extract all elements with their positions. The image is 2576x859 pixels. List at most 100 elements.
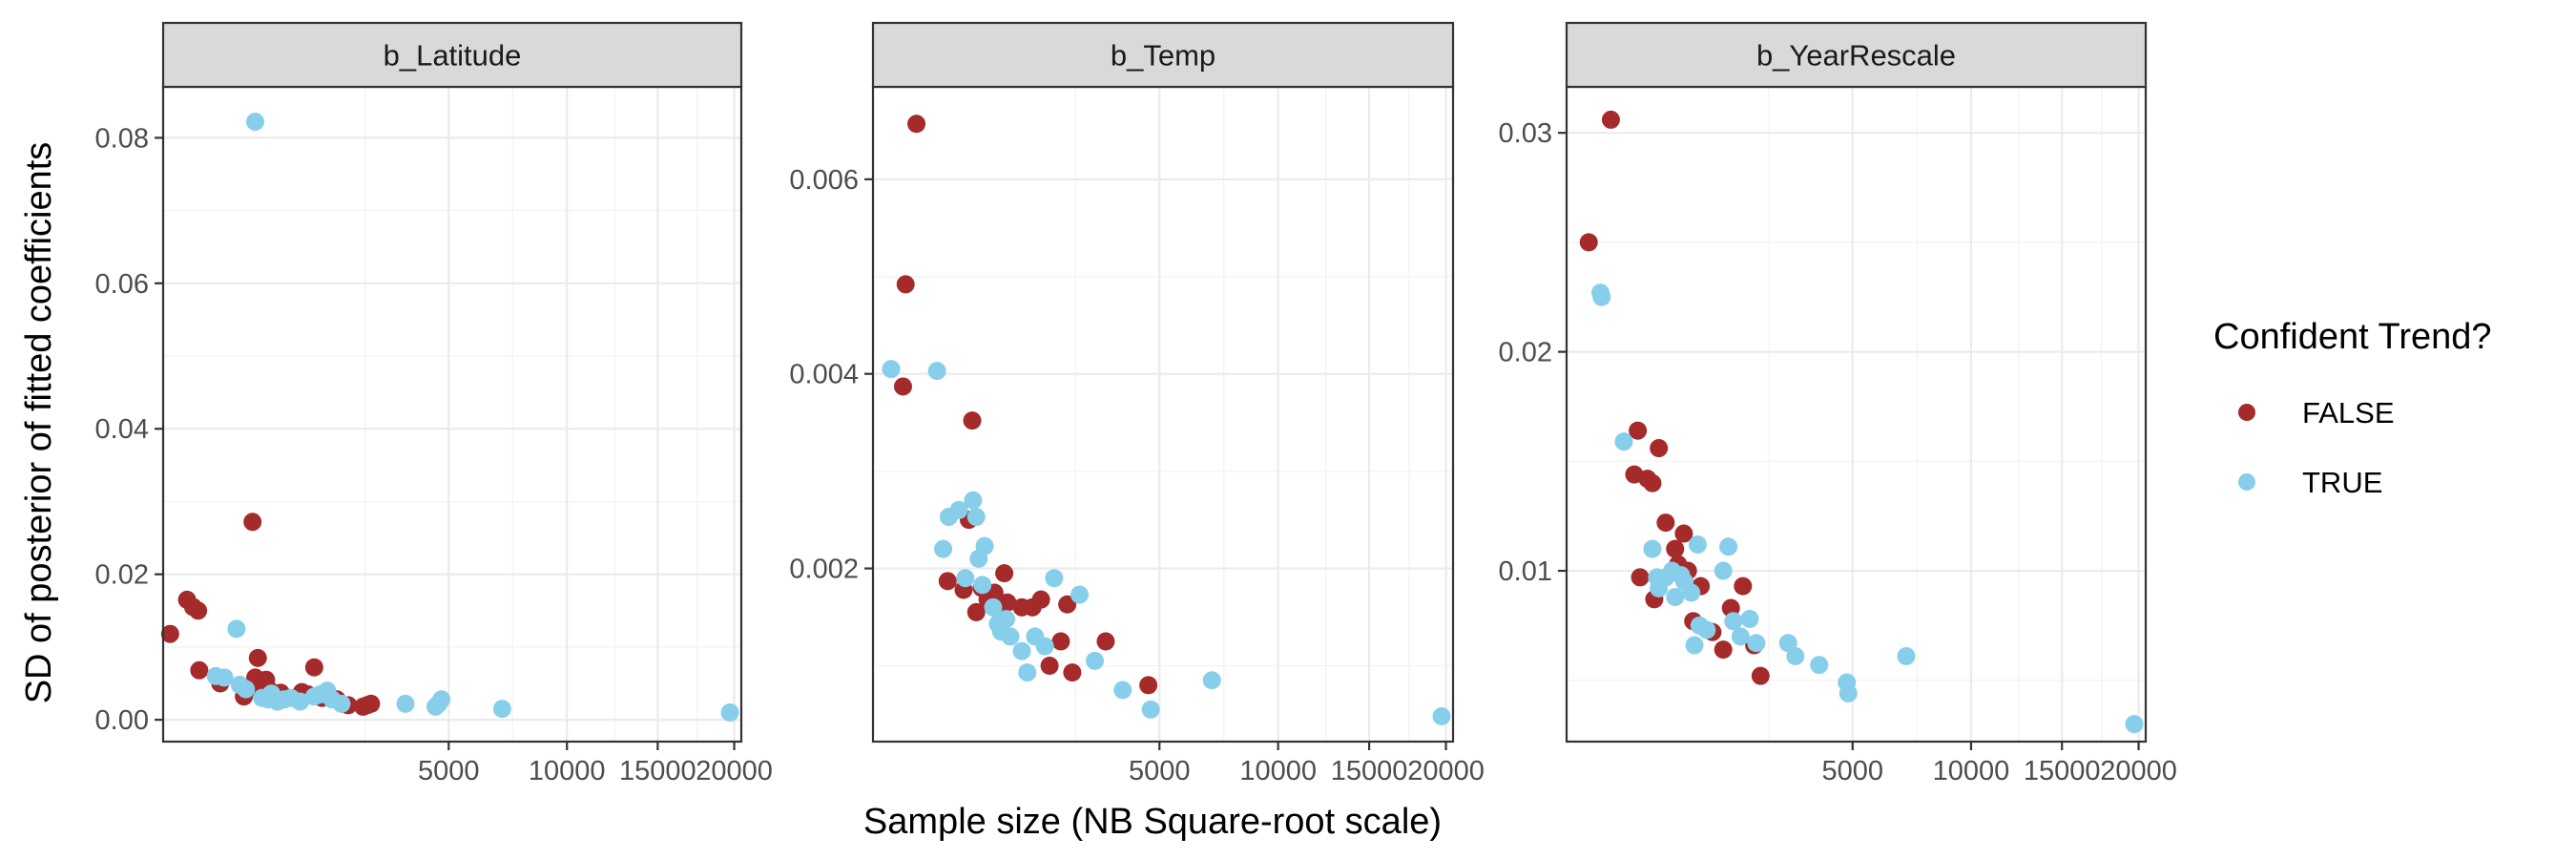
data-point: [1045, 569, 1064, 588]
data-point: [1040, 656, 1059, 675]
data-point: [189, 601, 208, 620]
data-point: [1714, 640, 1733, 660]
data-point: [995, 564, 1014, 583]
data-point: [160, 624, 179, 643]
data-point: [1719, 537, 1738, 556]
y-tick-label: 0.004: [789, 360, 859, 390]
data-point: [248, 648, 267, 667]
data-point: [1810, 656, 1829, 675]
data-point: [215, 668, 234, 687]
legend-label-true: TRUE: [2302, 466, 2382, 499]
x-tick-label: 5000: [418, 756, 480, 786]
facet-strip-label: b_Temp: [1111, 39, 1215, 73]
data-point: [1614, 432, 1633, 451]
data-point: [1096, 632, 1115, 651]
x-tick-label: 10000: [1933, 756, 2010, 786]
facet-strip: [1565, 21, 2148, 89]
data-point: [1682, 583, 1701, 602]
panel-background: [873, 87, 1453, 742]
data-point: [1751, 666, 1770, 685]
data-point: [1688, 535, 1707, 555]
data-point: [1592, 287, 1611, 306]
data-point: [1897, 647, 1916, 666]
data-point: [964, 491, 983, 510]
data-point: [927, 362, 946, 381]
data-point: [1724, 612, 1743, 631]
data-point: [963, 411, 982, 430]
data-point: [949, 500, 968, 519]
data-point: [1432, 706, 1451, 725]
data-point: [1786, 647, 1805, 666]
data-point: [1747, 634, 1766, 653]
data-point: [492, 700, 511, 719]
legend-title: Confident Trend?: [2213, 317, 2492, 357]
data-point: [1012, 641, 1031, 660]
x-tick-label: 20000: [2100, 756, 2177, 786]
data-point: [1697, 620, 1716, 639]
y-tick-label: 0.01: [1499, 556, 1552, 587]
y-axis-title: SD of posterior of fitted coefficients: [19, 142, 59, 704]
facet-strip-label: b_YearRescale: [1756, 39, 1956, 73]
data-point: [1631, 568, 1650, 587]
y-tick-label: 0.04: [95, 414, 149, 445]
data-point: [2125, 715, 2144, 734]
data-point: [998, 593, 1017, 612]
x-tick-label: 10000: [1239, 756, 1317, 786]
data-point: [227, 619, 246, 639]
data-point: [1714, 561, 1733, 580]
data-point: [243, 513, 262, 532]
data-point: [907, 115, 926, 134]
panel-background: [1567, 87, 2146, 742]
data-point: [1051, 632, 1070, 651]
facet-panels: b_Latitude 0.00 0.02 0.04 0.06 0.08 5000 10000 1…: [95, 21, 2177, 786]
legend-key-true: [2238, 473, 2255, 491]
data-point: [332, 694, 351, 713]
data-point: [190, 660, 209, 680]
x-tick-label: 20000: [696, 756, 773, 786]
data-point: [973, 576, 992, 595]
data-point: [1685, 636, 1704, 655]
facet-panel-0: b_Latitude 0.00 0.02 0.04 0.06 0.08 5000 10000 1…: [95, 21, 773, 786]
data-point: [237, 680, 256, 699]
data-point: [997, 610, 1016, 629]
data-point: [396, 694, 415, 713]
data-point: [1674, 524, 1693, 543]
data-point: [1063, 663, 1082, 682]
data-point: [1031, 590, 1050, 609]
data-point: [984, 597, 1003, 617]
legend-label-false: FALSE: [2302, 396, 2395, 430]
data-point: [882, 360, 901, 379]
facet-strip: [161, 21, 743, 89]
y-tick-label: 0.006: [789, 165, 859, 196]
data-point: [432, 690, 451, 709]
data-point: [1141, 700, 1160, 719]
panel-background: [163, 87, 741, 742]
x-axis-title: Sample size (NB Square-root scale): [863, 802, 1442, 842]
data-point: [1579, 233, 1598, 252]
data-point: [893, 377, 912, 396]
data-point: [1058, 595, 1077, 614]
data-point: [1202, 671, 1221, 690]
y-tick-label: 0.002: [789, 555, 859, 585]
data-point: [1601, 110, 1620, 129]
data-point: [304, 658, 323, 677]
x-tick-label: 15000: [2024, 756, 2101, 786]
y-tick-label: 0.06: [95, 269, 149, 300]
data-point: [1018, 663, 1037, 682]
data-point: [1035, 637, 1054, 656]
data-point: [1650, 439, 1669, 458]
data-point: [1666, 539, 1685, 558]
x-tick-label: 15000: [619, 756, 696, 786]
y-tick-label: 0.08: [95, 123, 149, 154]
data-point: [246, 113, 265, 132]
facet-strip: [871, 21, 1455, 89]
data-point: [1656, 513, 1675, 533]
legend-key-false: [2238, 404, 2255, 421]
data-point: [1139, 676, 1158, 695]
data-point: [1086, 651, 1105, 670]
data-point: [720, 703, 739, 723]
data-point: [1643, 473, 1662, 492]
y-tick-label: 0.02: [95, 560, 149, 591]
data-point: [1734, 576, 1753, 596]
